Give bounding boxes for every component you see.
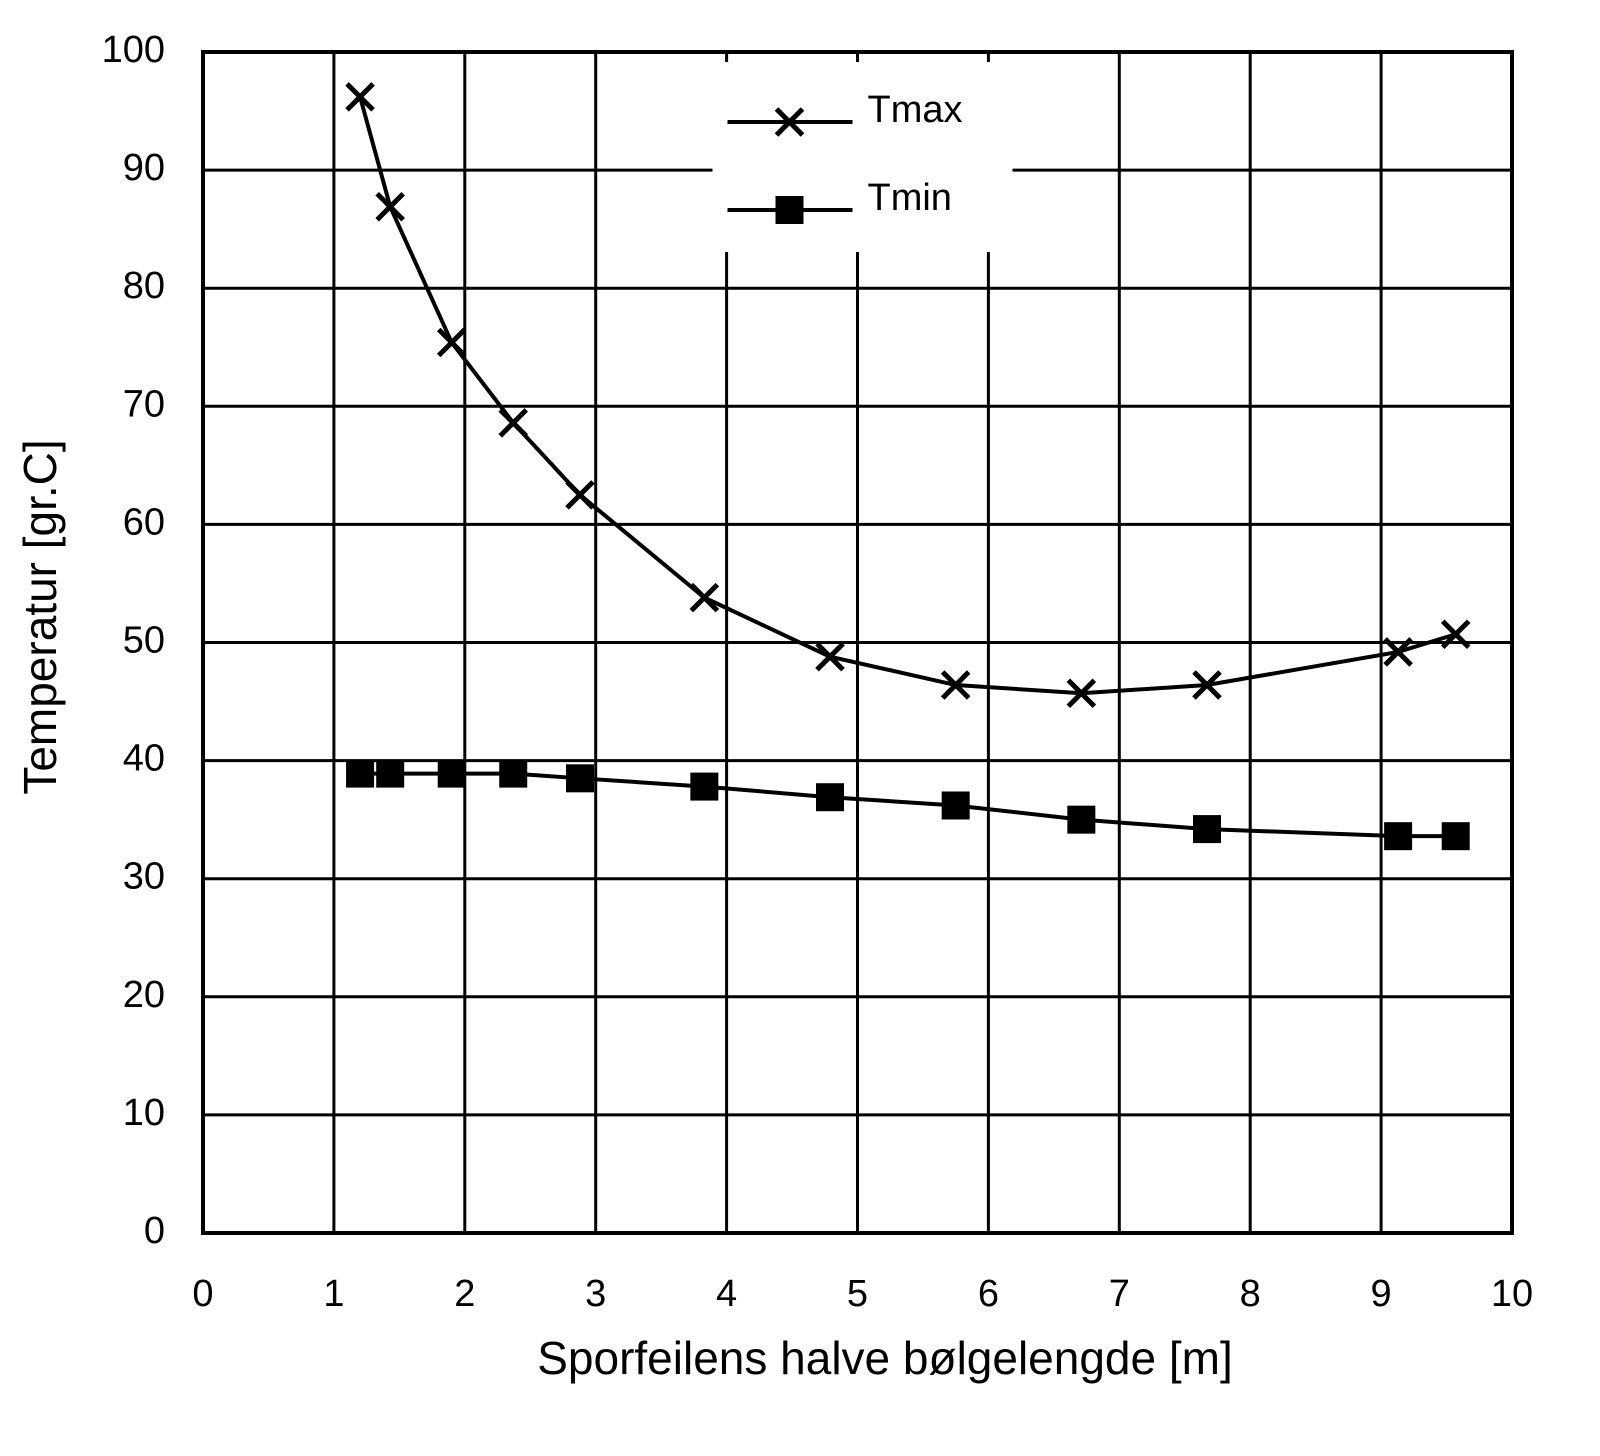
- y-tick-label: 0: [144, 1210, 165, 1252]
- y-tick-label: 80: [123, 265, 165, 307]
- marker: [565, 480, 595, 510]
- x-tick-label: 6: [978, 1273, 999, 1315]
- x-tick-label: 1: [323, 1273, 344, 1315]
- marker: [815, 641, 845, 672]
- marker: [816, 783, 845, 812]
- x-tick-label: 8: [1240, 1273, 1261, 1315]
- y-tick-label: 50: [123, 620, 165, 662]
- y-tick-label: 100: [102, 29, 165, 71]
- marker: [376, 759, 405, 788]
- y-tick-label: 70: [123, 383, 165, 425]
- legend-box: [712, 62, 1013, 252]
- x-tick-label: 10: [1491, 1273, 1533, 1315]
- x-tick-label: 9: [1371, 1273, 1392, 1315]
- y-tick-label: 90: [123, 147, 165, 189]
- marker: [1384, 822, 1413, 851]
- marker: [346, 759, 375, 788]
- series-line: [358, 96, 1457, 696]
- marker: [437, 759, 466, 788]
- marker: [689, 582, 720, 613]
- marker: [1440, 619, 1471, 650]
- x-tick-label: 3: [585, 1273, 606, 1315]
- marker: [940, 670, 971, 700]
- plot-border: [201, 50, 1514, 1235]
- x-tick-label: 4: [716, 1273, 737, 1315]
- legend: Tmax Tmin: [712, 62, 1013, 252]
- marker: [345, 82, 375, 112]
- legend-label: Tmin: [868, 177, 952, 219]
- y-tick-label: 10: [123, 1092, 165, 1134]
- y-axis-title: Temperatur [gr.C]: [14, 439, 66, 794]
- x-tick-label: 5: [847, 1273, 868, 1315]
- marker: [1193, 815, 1222, 844]
- marker: [436, 327, 467, 358]
- marker: [690, 772, 719, 801]
- y-tick-label: 40: [123, 738, 165, 780]
- marker: [1383, 637, 1413, 667]
- x-tick-label: 2: [454, 1273, 475, 1315]
- x-tick-label: 7: [1109, 1273, 1130, 1315]
- y-tick-label: 30: [123, 856, 165, 898]
- marker: [1067, 805, 1096, 834]
- marker: [565, 764, 594, 793]
- marker: [1066, 678, 1097, 709]
- marker: [375, 191, 405, 222]
- marker: [499, 759, 528, 788]
- marker: [498, 408, 529, 438]
- x-tick-label: 0: [192, 1273, 213, 1315]
- y-tick-label: 20: [123, 974, 165, 1016]
- x-axis-title: Sporfeilens halve bølgelengde [m]: [537, 1332, 1233, 1384]
- marker: [941, 791, 970, 820]
- marker: [1192, 670, 1222, 700]
- legend-marker: [774, 107, 805, 137]
- legend-marker: [775, 196, 804, 224]
- y-tick-label: 60: [123, 501, 165, 543]
- marker: [1441, 822, 1470, 851]
- legend-label: Tmax: [868, 89, 963, 131]
